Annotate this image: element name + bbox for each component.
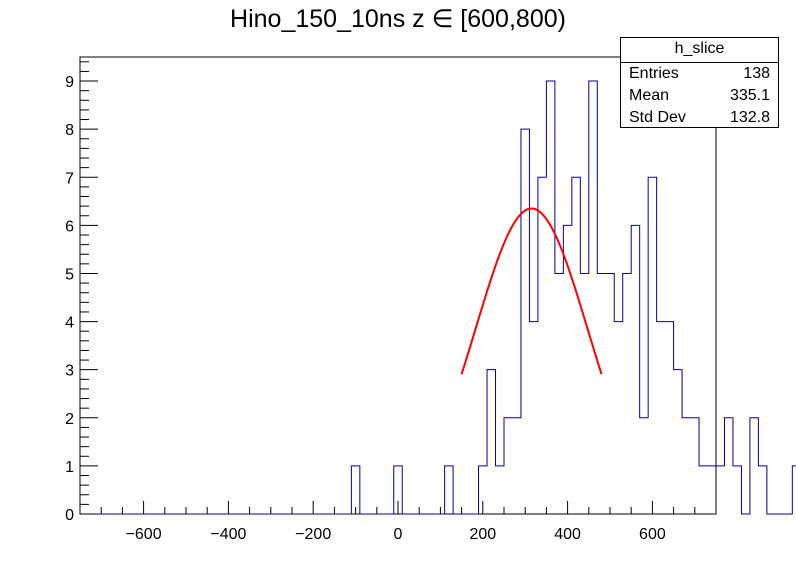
stats-value: 138 <box>743 65 770 82</box>
x-tick-label: 0 <box>394 526 403 543</box>
y-tick-label: 2 <box>65 411 74 428</box>
x-tick-label: −200 <box>295 526 331 543</box>
y-axis: 0 1 2 3 4 5 6 7 8 9 <box>65 61 98 524</box>
x-tick-label: 600 <box>639 526 666 543</box>
stats-label: Entries <box>629 65 679 82</box>
y-tick-label: 0 <box>65 507 74 524</box>
stats-box-title: h_slice <box>621 38 778 63</box>
y-tick-label: 4 <box>65 315 74 332</box>
stats-value: 335.1 <box>729 87 770 104</box>
stats-box: h_slice Entries 138 Mean 335.1 Std Dev 1… <box>620 37 779 128</box>
stats-label: Std Dev <box>629 109 686 126</box>
histogram-series <box>96 80 796 515</box>
x-axis: −600 −400 −200 0 200 400 600 <box>100 501 696 543</box>
stats-row-entries: Entries 138 <box>621 63 778 85</box>
chart-title: Hino_150_10ns z ∈ [600,800) <box>230 5 566 33</box>
y-tick-label: 6 <box>65 218 74 235</box>
y-tick-label: 7 <box>65 170 74 187</box>
stats-row-mean: Mean 335.1 <box>621 85 778 107</box>
y-tick-label: 8 <box>65 122 74 139</box>
x-tick-label: −600 <box>126 526 162 543</box>
stats-value: 132.8 <box>729 109 770 126</box>
stats-label: Mean <box>629 87 670 104</box>
y-tick-label: 9 <box>65 74 74 91</box>
stats-row-stddev: Std Dev 132.8 <box>621 107 778 129</box>
x-tick-label: −400 <box>210 526 246 543</box>
y-tick-label: 1 <box>65 459 74 476</box>
gaussian-fit-curve <box>460 207 603 375</box>
x-tick-label: 200 <box>469 526 496 543</box>
y-tick-label: 5 <box>65 266 74 283</box>
y-tick-label: 3 <box>65 363 74 380</box>
x-tick-label: 400 <box>554 526 581 543</box>
